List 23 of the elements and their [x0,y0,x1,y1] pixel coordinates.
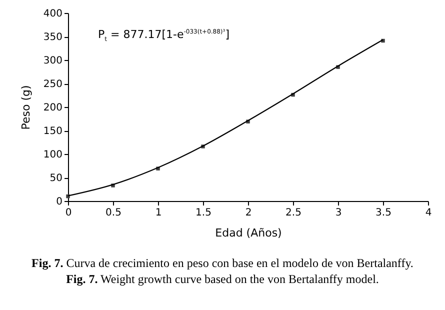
caption: Fig. 7. Weight growth curve based on the von Bertalanffy model. [65,272,380,287]
x-tick-label: 0 [65,208,72,218]
x-tick-label: 3 [335,208,342,218]
y-tick-label: 100 [43,150,62,160]
x-tick-label: 1 [155,208,162,218]
y-axis-title: Peso (g) [19,85,32,130]
y-tick-label: 250 [43,79,62,90]
x-tick-label: 1.5 [196,208,212,218]
y-tick-label: 300 [43,56,62,66]
y-tick-label: 400 [43,8,62,20]
x-tick-label: 0.5 [106,208,122,218]
y-tick-label: 0 [56,196,62,208]
x-tick-label: 2 [245,208,252,218]
caption: Fig. 7. Curva de crecimiento en peso con base en el modelo de von Bertalanffy. [30,256,414,271]
y-tick-label: 50 [50,173,62,184]
y-tick-label: 350 [43,32,62,43]
y-tick-label: 200 [43,102,62,114]
annotation: P$_{t}$ = 877.17[1-e$^{-033(t+0.88)³}$] [98,28,230,44]
x-tick-label: 2.5 [286,208,302,218]
y-tick-label: 150 [43,126,62,137]
x-tick-label: 4 [425,208,432,218]
x-axis-title: Edad (Años) [215,226,282,240]
x-tick-label: 3.5 [376,208,392,218]
